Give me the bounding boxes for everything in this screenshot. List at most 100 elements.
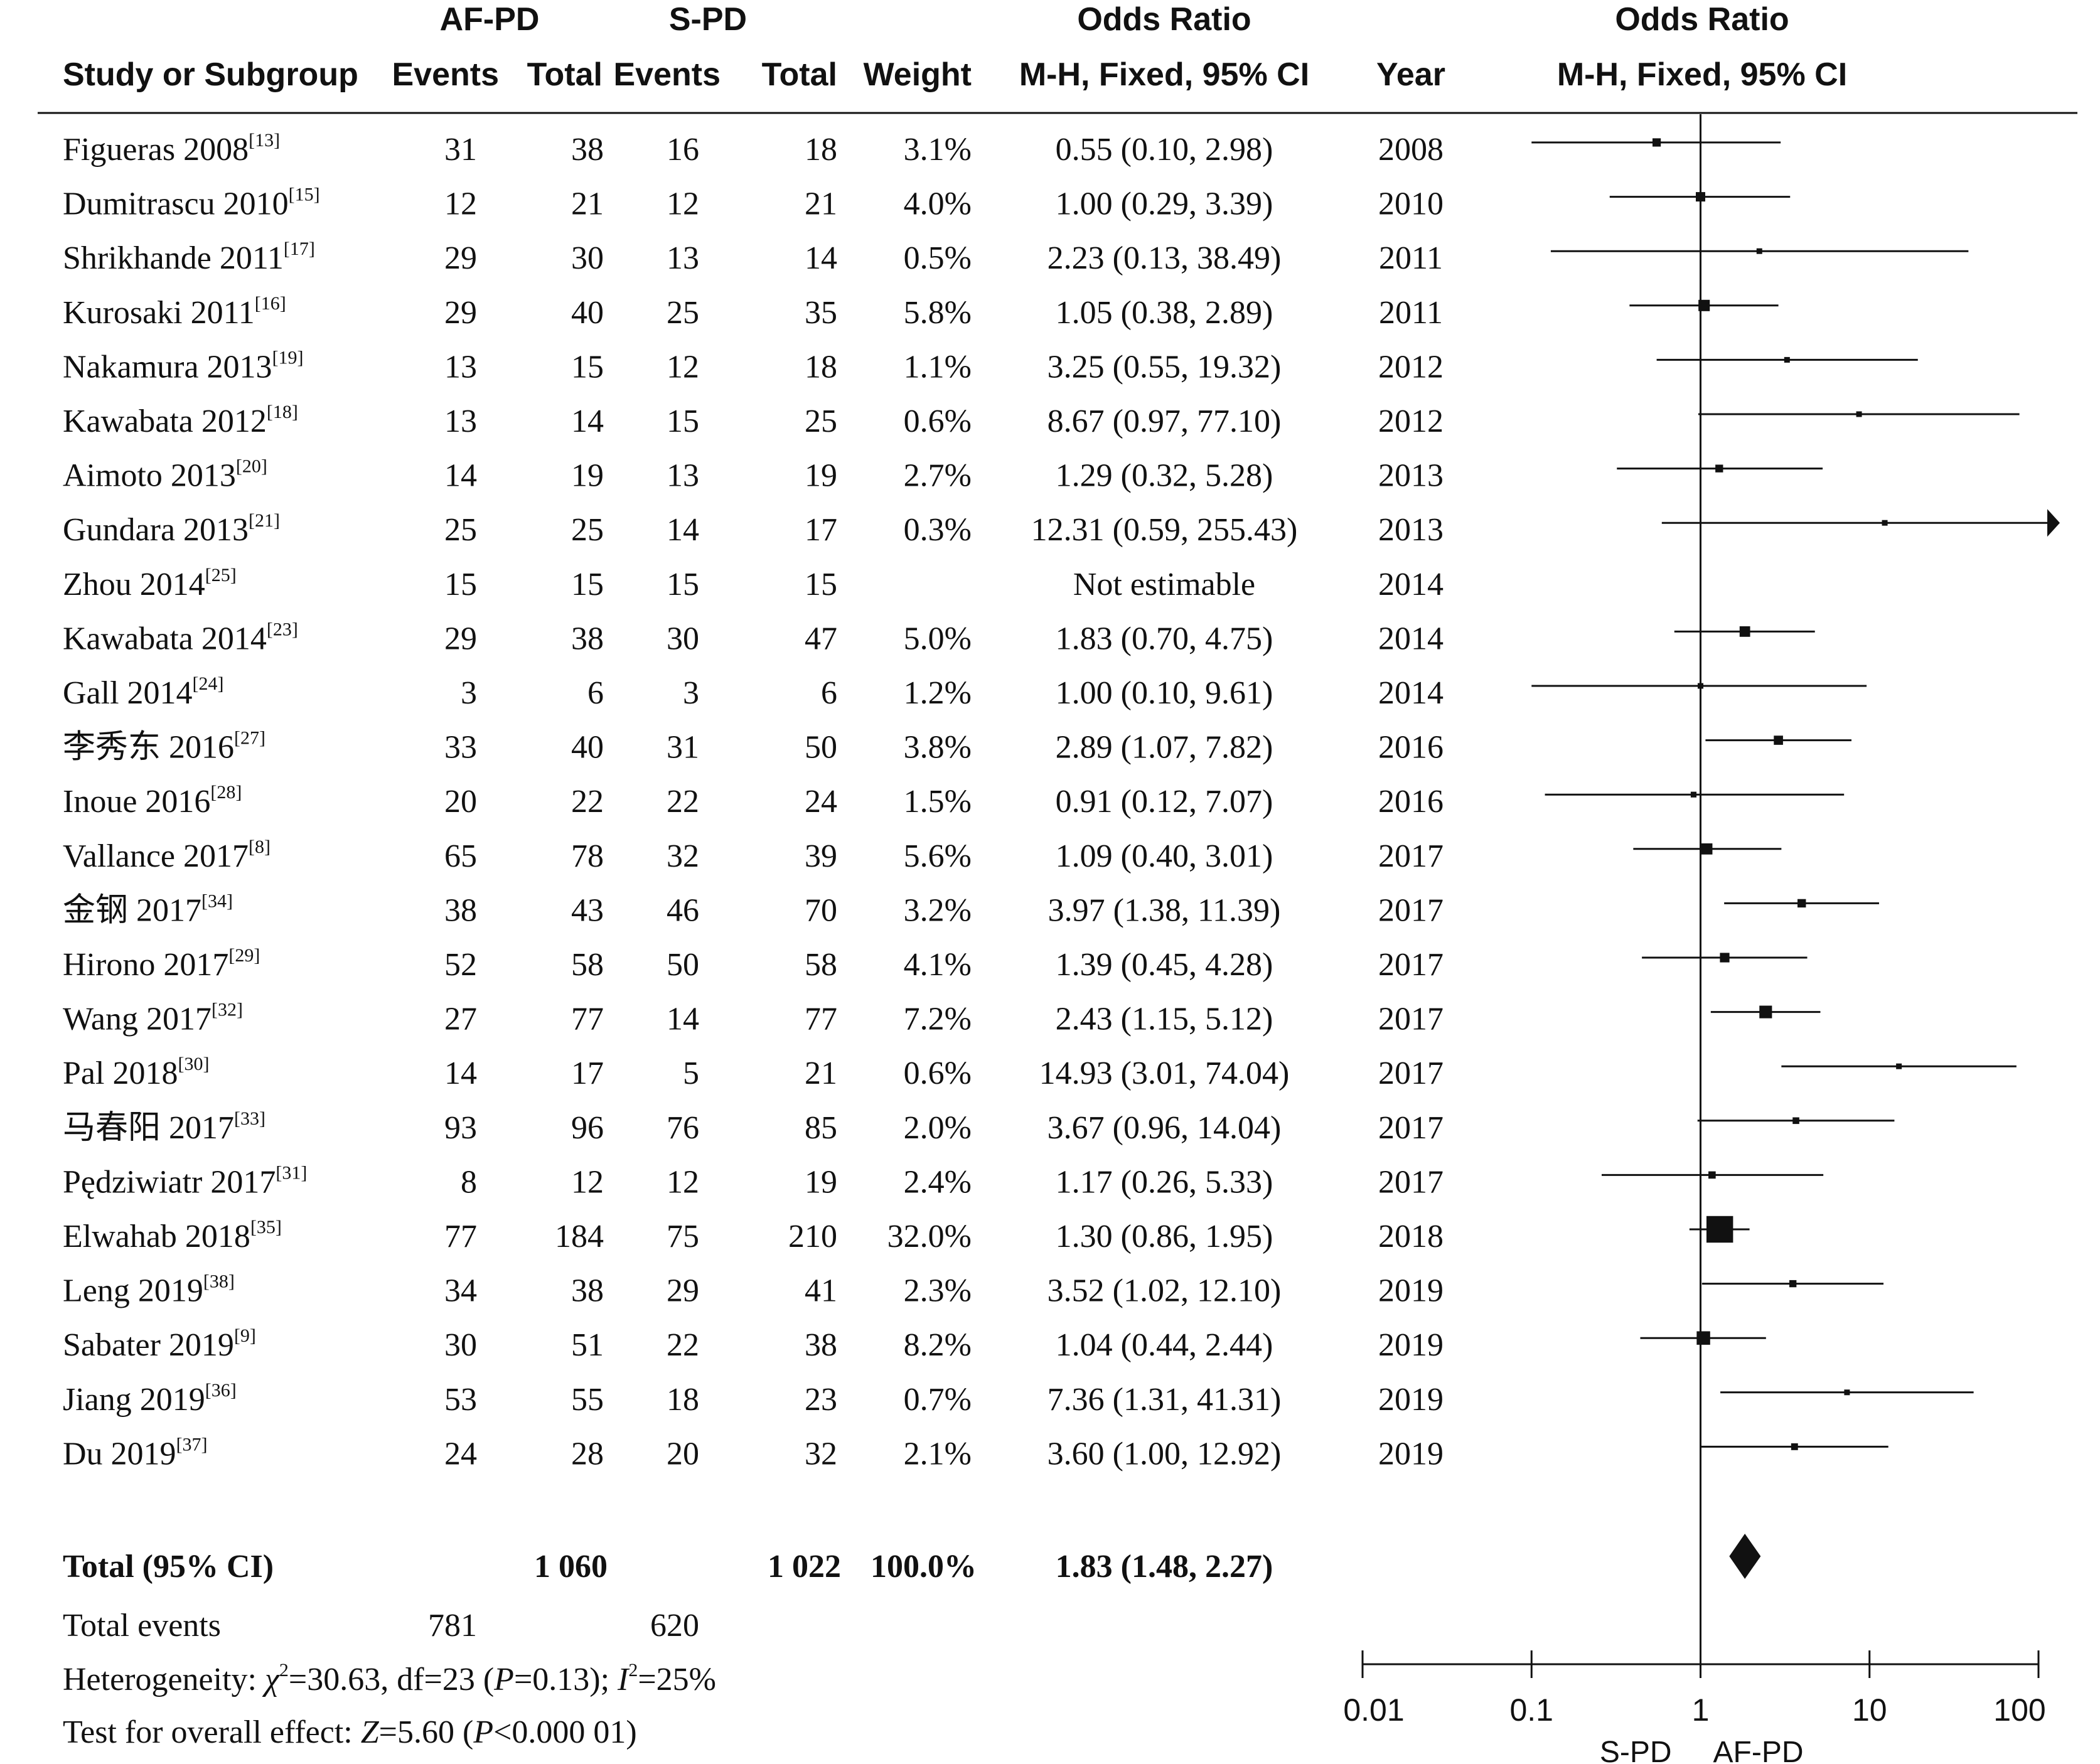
- total-c: 25: [805, 404, 837, 439]
- total-total-e: 1 060: [534, 1549, 608, 1585]
- events-e: 38: [444, 892, 477, 928]
- total-events-c: 620: [650, 1608, 699, 1644]
- total-e: 184: [555, 1219, 604, 1254]
- ci-text: 1.04 (0.44, 2.44): [1056, 1327, 1273, 1363]
- ci-text: 2.89 (1.07, 7.82): [1056, 730, 1273, 766]
- ci-text: 3.25 (0.55, 19.32): [1047, 349, 1282, 385]
- events-c: 13: [667, 240, 699, 276]
- total-e: 40: [571, 295, 604, 331]
- x-tick-label: 0.01: [1343, 1692, 1404, 1728]
- point-estimate: [1706, 1216, 1733, 1243]
- study-row: Figueras 2008[13] 31 38 16 18 3.1% 0.55 (0.10,…: [63, 130, 1444, 168]
- total-e: 25: [571, 512, 604, 548]
- events-e: 65: [444, 838, 477, 874]
- events-c: 14: [667, 512, 699, 548]
- point-estimate: [1774, 735, 1783, 745]
- weight: 1.5%: [904, 784, 972, 820]
- weight: 4.1%: [904, 947, 972, 983]
- events-e: 29: [444, 295, 477, 331]
- study-row: Wang 2017[32] 27 77 14 77 7.2% 2.43 (1.15, 5.1…: [63, 1000, 1444, 1037]
- events-c: 29: [667, 1273, 699, 1309]
- total-e: 17: [571, 1056, 604, 1091]
- favours-left-label: S-PD: [1600, 1736, 1672, 1764]
- heterogeneity-text: Heterogeneity: χ2=30.63, df=23 (P=0.13);…: [63, 1660, 716, 1697]
- total-e: 6: [587, 675, 604, 711]
- ci-arrow: [2047, 509, 2060, 537]
- weight: 0.6%: [904, 404, 972, 439]
- study-name: Leng 2019[38]: [63, 1271, 235, 1309]
- total-c: 14: [805, 240, 837, 276]
- total-e: 22: [571, 784, 604, 820]
- point-estimate: [1696, 1331, 1710, 1345]
- study-row: Kawabata 2012[18] 13 14 15 25 0.6% 8.67 (0.97,…: [63, 402, 1444, 439]
- events-e: 14: [444, 1056, 477, 1091]
- point-estimate: [1652, 138, 1661, 147]
- events-e: 30: [444, 1327, 477, 1363]
- total-e: 19: [571, 458, 604, 494]
- study-row: Kawabata 2014[23] 29 38 30 47 5.0% 1.83 (0.70,…: [63, 619, 1444, 656]
- events-c: 18: [667, 1382, 699, 1418]
- total-weight: 100.0%: [871, 1549, 977, 1585]
- point-estimate: [1756, 248, 1762, 254]
- events-e: 13: [444, 404, 477, 439]
- point-estimate: [1720, 953, 1730, 963]
- year: 2019: [1378, 1327, 1444, 1363]
- total-e: 30: [571, 240, 604, 276]
- total-c: 35: [805, 295, 837, 331]
- total-c: 23: [805, 1382, 837, 1418]
- study-name: Kawabata 2014[23]: [63, 619, 298, 656]
- total-e: 55: [571, 1382, 604, 1418]
- events-e: 15: [444, 567, 477, 602]
- point-estimate: [1701, 843, 1713, 855]
- events-c: 22: [667, 1327, 699, 1363]
- events-c: 25: [667, 295, 699, 331]
- ci-text: 7.36 (1.31, 41.31): [1047, 1382, 1282, 1418]
- study-name: Aimoto 2013[20]: [63, 456, 267, 494]
- ci-text: 1.00 (0.10, 9.61): [1056, 675, 1273, 711]
- total-e: 51: [571, 1327, 604, 1363]
- total-e: 15: [571, 349, 604, 385]
- events-c: 75: [667, 1219, 699, 1254]
- study-name: Dumitrascu 2010[15]: [63, 184, 320, 222]
- study-name: Vallance 2017[8]: [63, 837, 271, 874]
- study-name: Sabater 2019[9]: [63, 1325, 256, 1363]
- events-e: 77: [444, 1219, 477, 1254]
- year: 2013: [1378, 512, 1444, 548]
- ci-text: 1.09 (0.40, 3.01): [1056, 838, 1273, 874]
- total-row: Total (95% CI) 1 060 1 022 100.0% 1.83 (…: [63, 1549, 1273, 1585]
- year: 2016: [1378, 784, 1444, 820]
- total-total-c: 1 022: [768, 1549, 841, 1585]
- weight: 3.8%: [904, 730, 972, 766]
- year: 2017: [1378, 1056, 1444, 1091]
- study-row: 李秀东 2016[27] 33 40 31 50 3.8% 2.89 (1.07, 7.82…: [63, 728, 1444, 766]
- year: 2019: [1378, 1273, 1444, 1309]
- events-c: 16: [667, 132, 699, 168]
- weight: 7.2%: [904, 1002, 972, 1037]
- weight: 3.2%: [904, 892, 972, 928]
- point-estimate: [1791, 1443, 1798, 1450]
- events-c: 12: [667, 349, 699, 385]
- total-e: 12: [571, 1164, 604, 1200]
- year: 2017: [1378, 838, 1444, 874]
- point-estimate: [1844, 1389, 1850, 1396]
- events-e: 3: [461, 675, 477, 711]
- events-c: 12: [667, 1164, 699, 1200]
- weight: 2.7%: [904, 458, 972, 494]
- weight: 1.2%: [904, 675, 972, 711]
- point-estimate: [1792, 1117, 1799, 1125]
- year: 2011: [1379, 240, 1443, 276]
- events-c: 12: [667, 186, 699, 222]
- events-c: 15: [667, 404, 699, 439]
- header-odds-ratio-plot: Odds Ratio: [1615, 1, 1789, 38]
- weight: 1.1%: [904, 349, 972, 385]
- ci-text: 2.23 (0.13, 38.49): [1047, 240, 1282, 276]
- ci-text: 0.55 (0.10, 2.98): [1056, 132, 1273, 168]
- year: 2014: [1378, 621, 1444, 656]
- study-row: Pal 2018[30] 14 17 5 21 0.6% 14.93 (3.01, 74.0…: [63, 1054, 1444, 1091]
- events-e: 8: [461, 1164, 477, 1200]
- total-c: 6: [821, 675, 837, 711]
- study-row: Inoue 2016[28] 20 22 22 24 1.5% 0.91 (0.12, 7.…: [63, 782, 1444, 820]
- weight: 3.1%: [904, 132, 972, 168]
- study-name: Shrikhande 2011[17]: [63, 238, 315, 276]
- year: 2016: [1378, 730, 1444, 766]
